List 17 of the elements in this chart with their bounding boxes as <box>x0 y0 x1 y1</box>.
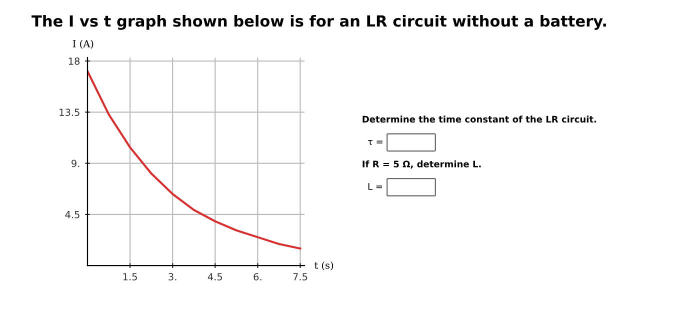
x-tick-label: 4.5 <box>208 273 222 280</box>
x-axis-title: t (s) <box>314 261 334 270</box>
y-tick-label: 13.5 <box>60 108 80 116</box>
y-tick-label: 18 <box>68 57 80 65</box>
line-series <box>88 70 302 250</box>
text: τ = <box>368 140 382 145</box>
x-tick-label: 1.5 <box>123 273 137 280</box>
y-tick-label: 4.5 <box>65 211 80 218</box>
text: If R = 5 Ω, determine L. <box>362 160 481 169</box>
text: L = <box>368 183 382 190</box>
chart-title: The I vs t graph shown below is for an LR circuit without a battery. <box>32 14 606 30</box>
x-tick-label: 6. <box>254 273 262 280</box>
x-tick-label: 7.5 <box>293 273 308 280</box>
text: Determine the time constant of the LR circuit. <box>362 116 596 123</box>
x-tick-label: 3. <box>168 273 176 280</box>
y-axis-title: I (A) <box>72 40 94 49</box>
y-tick-label: 9. <box>72 160 80 168</box>
